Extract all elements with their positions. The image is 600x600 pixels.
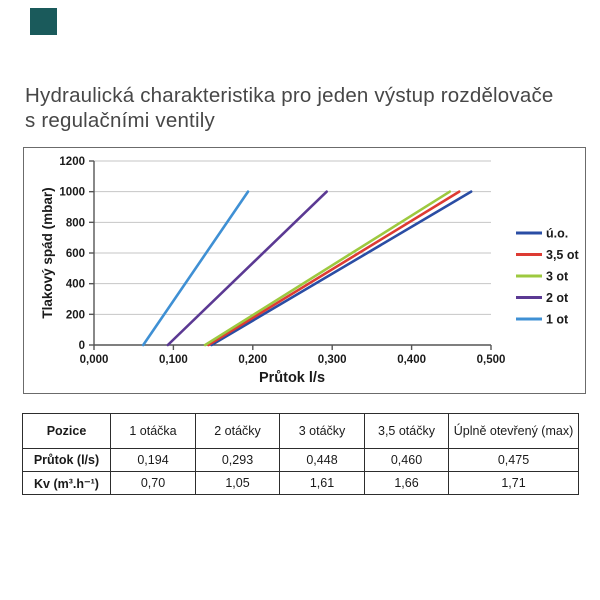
legend-label: 3 ot [546, 270, 569, 284]
value-cell: 1,71 [448, 471, 579, 495]
table-header-cell: 2 otáčky [195, 413, 280, 449]
legend-label: 2 ot [546, 291, 569, 305]
series-line-3 ot [203, 190, 452, 347]
y-tick-label: 800 [66, 217, 85, 229]
table-row: Kv (m³.h⁻¹) 0,70 1,05 1,61 1,66 1,71 [22, 471, 579, 495]
value-cell: 0,475 [448, 448, 579, 472]
x-tick-label: 0,100 [159, 354, 188, 366]
legend-label: 1 ot [546, 313, 569, 327]
x-tick-label: 0,000 [80, 354, 109, 366]
x-tick-label: 0,300 [318, 354, 347, 366]
corner-accent-square [30, 8, 57, 35]
series-line-3,5 ot [207, 190, 461, 347]
x-tick-label: 0,400 [397, 354, 426, 366]
y-tick-label: 1000 [59, 187, 85, 199]
legend-label: ú.o. [546, 227, 568, 241]
legend-label: 3,5 ot [546, 248, 579, 262]
table-row: Průtok (l/s) 0,194 0,293 0,448 0,460 0,475 [22, 448, 579, 472]
table-header-cell: 1 otáčka [110, 413, 196, 449]
page-title: Hydraulická charakteristika pro jeden vý… [25, 84, 554, 133]
x-tick-label: 0,500 [477, 354, 506, 366]
value-cell: 0,448 [279, 448, 365, 472]
y-tick-label: 400 [66, 279, 85, 291]
series-line-2 ot [166, 190, 328, 347]
value-cell: 0,194 [110, 448, 196, 472]
valve-data-table: Pozice 1 otáčka 2 otáčky 3 otáčky 3,5 otáčky… [22, 413, 579, 495]
row-label-cell: Kv (m³.h⁻¹) [22, 471, 111, 495]
chart-container: 0 200 400 600 800 1000 1200 0,000 0,100 0,200 0,30… [23, 147, 586, 394]
table-header-cell: 3 otáčky [279, 413, 365, 449]
value-cell: 0,293 [195, 448, 280, 472]
series-line-ú.o. [210, 190, 473, 347]
y-tick-label: 1200 [59, 156, 85, 168]
value-cell: 1,61 [279, 471, 365, 495]
row-label-cell: Průtok (l/s) [22, 448, 111, 472]
y-tick-label: 600 [66, 248, 85, 260]
series-line-1 ot [141, 190, 250, 347]
table-header-cell: Úplně otevřený (max) [448, 413, 579, 449]
y-axis-title: Tlakový spád (mbar) [40, 187, 55, 318]
y-tick-label: 0 [79, 340, 85, 352]
value-cell: 0,460 [364, 448, 449, 472]
value-cell: 1,05 [195, 471, 280, 495]
x-axis-title: Průtok l/s [259, 370, 325, 386]
table-header-cell: 3,5 otáčky [364, 413, 449, 449]
hydraulic-characteristic-chart: 0 200 400 600 800 1000 1200 0,000 0,100 0,200 0,30… [40, 156, 579, 386]
value-cell: 1,66 [364, 471, 449, 495]
value-cell: 0,70 [110, 471, 196, 495]
y-tick-label: 200 [66, 309, 85, 321]
table-header-cell: Pozice [22, 413, 111, 449]
x-tick-label: 0,200 [238, 354, 267, 366]
table-header-row: Pozice 1 otáčka 2 otáčky 3 otáčky 3,5 otáčky… [22, 413, 579, 449]
